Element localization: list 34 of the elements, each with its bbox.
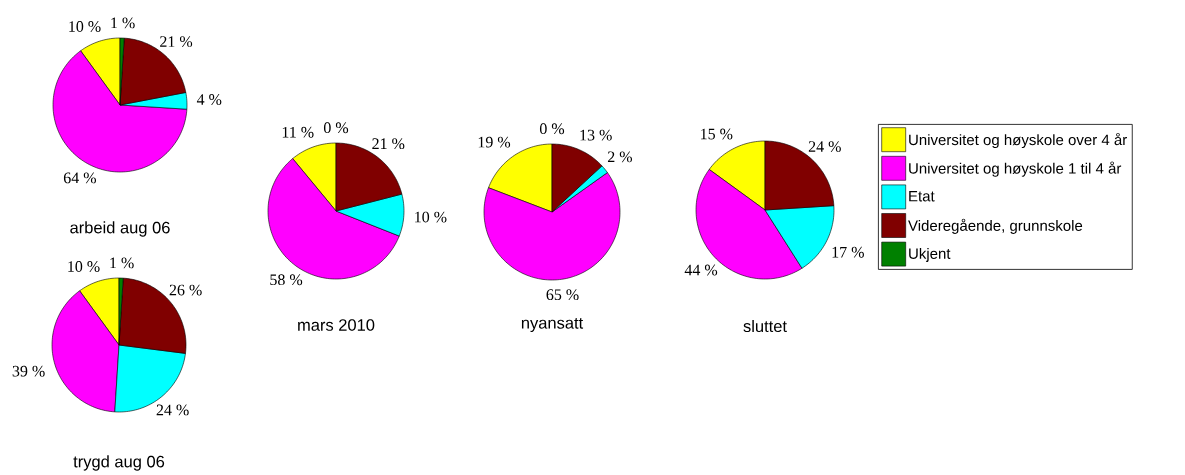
data-label: 11 % xyxy=(282,126,314,138)
data-label: 44 % xyxy=(684,264,718,276)
data-label: 4 % xyxy=(196,94,222,105)
data-label: 65 % xyxy=(546,289,579,301)
data-label: 21 % xyxy=(372,138,405,150)
data-label: 39 % xyxy=(12,365,45,377)
data-label: 13 % xyxy=(580,129,612,141)
data-label: 24 % xyxy=(156,404,189,416)
data-label: 1 % xyxy=(111,17,135,29)
data-label: 21 % xyxy=(160,36,193,48)
data-label: 24 % xyxy=(808,141,841,152)
text: 0 % xyxy=(539,123,565,135)
legend-label: Etat xyxy=(909,190,935,202)
data-label: 64 % xyxy=(63,172,97,184)
data-label: 10 % xyxy=(69,21,101,32)
data-label: 15 % xyxy=(701,128,733,140)
data-label: 1 % xyxy=(110,257,134,269)
text: arbeid aug 06 xyxy=(70,221,170,237)
legend-label: Videregående, grunnskole xyxy=(908,218,1083,234)
text: mars 2010 xyxy=(298,319,375,331)
legend-label: Ukjent xyxy=(909,247,951,262)
text: trygd aug 06 xyxy=(73,455,165,471)
text: 0 % xyxy=(323,122,349,134)
data-label: 58 % xyxy=(270,274,303,286)
data-label: 2 % xyxy=(607,151,633,163)
text: sluttet xyxy=(743,319,787,333)
data-label: 10 % xyxy=(415,211,447,223)
legend-label: Universitet og høyskole over 4 år xyxy=(909,132,1127,149)
data-label: 17 % xyxy=(832,246,864,258)
text: nyansatt xyxy=(521,317,584,333)
data-label: 19 % xyxy=(478,136,511,148)
data-label: 26 % xyxy=(169,284,202,296)
data-label: 10 % xyxy=(68,261,100,272)
legend-label: Universitet og høyskole 1 til 4 år xyxy=(909,161,1122,177)
